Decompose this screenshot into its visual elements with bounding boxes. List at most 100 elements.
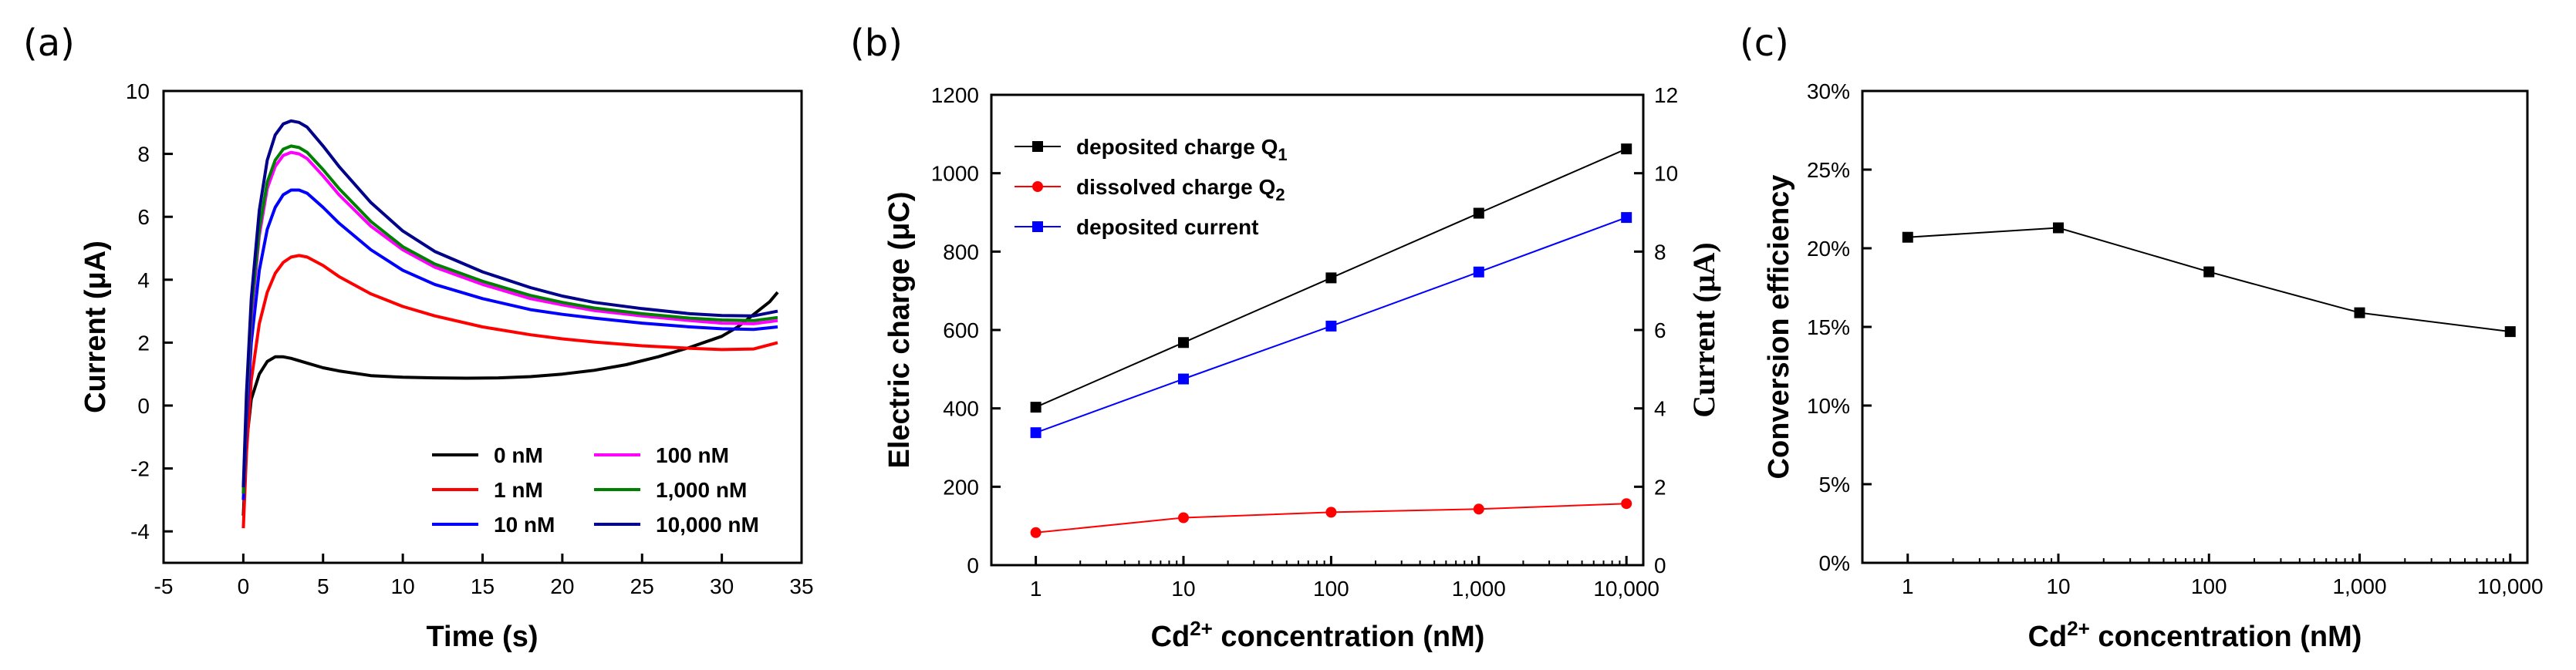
legend-label-b: deposited current (1076, 215, 1258, 239)
y-tick-label-right-b: 0 (1654, 554, 1666, 577)
x-tick-label: 100 (2191, 574, 2227, 598)
legend-label-a: 10,000 nM (656, 513, 759, 537)
y-tick-label-right-b: 10 (1654, 162, 1678, 186)
y-tick-label-c: 30% (1807, 79, 1850, 103)
x-tick-label: 10,000 (1593, 577, 1659, 601)
x-axis-label-a: Time (s) (426, 621, 538, 653)
y-tick-label-c: 25% (1807, 158, 1850, 182)
x-tick-label-a: 0 (238, 574, 250, 598)
data-point-c (2203, 266, 2215, 278)
series-line-a (241, 150, 778, 494)
panel-label-c: (c) (1740, 22, 1789, 65)
y-tick-label-right-b: 8 (1654, 240, 1666, 264)
y-tick-label-c: 10% (1807, 394, 1850, 418)
data-point-b (1030, 527, 1042, 538)
x-tick-label: 10,000 (2477, 574, 2544, 598)
data-point-b (1473, 207, 1484, 219)
chart-b: 1 10 100 1,000 10,00002004006008001000120002… (883, 83, 1721, 653)
data-point-c (2053, 222, 2065, 234)
series-line-c (1907, 227, 2510, 333)
data-point-b (1178, 337, 1190, 348)
y-tick-label-a: 4 (137, 268, 150, 292)
x-tick-label-a: 5 (317, 574, 329, 598)
data-point-b (1621, 498, 1632, 510)
x-tick-label-a: 20 (550, 574, 574, 598)
data-point-b (1325, 320, 1337, 332)
legend-a: 0 nM 100 nM 1 nM 1,000 nM 10 nM 10,000 nM (432, 443, 759, 537)
series-line-a (241, 188, 778, 500)
y-tick-label-c: 0% (1819, 551, 1850, 575)
y-tick-label-right-b: 6 (1654, 318, 1666, 342)
x-tick-label: 1 (1030, 577, 1042, 601)
y-tick-label-a: 8 (137, 143, 150, 167)
y-axis-label-b: Electric charge (μC) (883, 191, 916, 468)
y-tick-label-a: -4 (130, 520, 150, 544)
data-point-b (1325, 272, 1337, 284)
data-point-b (1178, 373, 1190, 385)
plot-frame-b (990, 93, 1645, 567)
y-tick-label-a: 0 (137, 394, 150, 418)
y-tick-label-a: 2 (137, 331, 150, 355)
x-tick-label: 10 (1171, 577, 1195, 601)
legend-label-a: 0 nM (494, 443, 543, 467)
chart-c: 1 10 100 1,000 10,000 0% 5% 10% 15% 20% 25% 30% Cd2… (1763, 79, 2544, 653)
data-point-b (1473, 266, 1484, 278)
series-line-a (241, 254, 778, 529)
data-point-b (1030, 402, 1042, 413)
data-point-c (1902, 231, 1913, 243)
legend-label-a: 10 nM (494, 513, 555, 537)
x-tick-label: 1,000 (2332, 574, 2386, 598)
series-line-a (241, 119, 778, 488)
y-tick-label-b: 1200 (931, 83, 979, 107)
y-axis-label-a: Current (μA) (79, 241, 112, 413)
y-axis-label-c: Conversion efficiency (1763, 175, 1795, 480)
data-point-b (1621, 212, 1632, 224)
x-tick-label-a: 25 (630, 574, 654, 598)
panel-label-a: (a) (23, 22, 75, 65)
y-tick-label-right-b: 12 (1654, 83, 1678, 107)
x-axis-label-c: Cd2+ concentration (nM) (2028, 617, 2362, 653)
y-tick-label-b: 200 (943, 475, 979, 499)
x-tick-label-a: 35 (789, 574, 813, 598)
legend-label-a: 1,000 nM (656, 478, 747, 502)
data-point-b (1621, 143, 1632, 155)
y-tick-label-c: 20% (1807, 237, 1850, 261)
series-line-a (241, 291, 779, 516)
legend-marker-b (1032, 181, 1043, 192)
data-point-b (1178, 512, 1190, 524)
panel-label-b: (b) (850, 22, 903, 65)
x-tick-label: 1 (1902, 574, 1914, 598)
x-tick-label: 1,000 (1452, 577, 1506, 601)
legend-label-b: deposited charge Q1 (1076, 135, 1288, 164)
data-point-b (1325, 507, 1337, 518)
x-tick-label: 100 (1313, 577, 1349, 601)
y-tick-label-c: 5% (1819, 473, 1850, 497)
y-tick-label-b: 400 (943, 397, 979, 421)
x-axis-label-b: Cd2+ concentration (nM) (1151, 617, 1485, 653)
x-tick-label-a: 15 (471, 574, 495, 598)
legend-b: deposited charge Q1 dissolved charge Q2 de… (1015, 135, 1288, 239)
series-line-a (241, 144, 778, 494)
legend-marker-b (1032, 221, 1043, 232)
legend-label-a: 1 nM (494, 478, 543, 502)
chart-a: -5 0 5 10 15 20 25 30 35 -4 -2 0 2 4 6 8 10 Time (s) Cur… (79, 79, 814, 653)
x-tick-label: 10 (2046, 574, 2070, 598)
legend-label-b: dissolved charge Q2 (1076, 175, 1285, 204)
y-tick-label-c: 15% (1807, 315, 1850, 339)
y-tick-label-b: 600 (943, 318, 979, 342)
legend-label-a: 100 nM (656, 443, 729, 467)
y-tick-label-a: -2 (130, 457, 150, 481)
x-tick-label-a: 30 (710, 574, 734, 598)
plot-frame-c (1861, 89, 2529, 564)
data-point-b (1030, 427, 1042, 439)
y-tick-label-b: 1000 (931, 162, 979, 186)
y-tick-label-b: 800 (943, 240, 979, 264)
x-tick-label-a: 10 (391, 574, 415, 598)
y-tick-label-a: 10 (126, 79, 150, 103)
data-point-c (2504, 326, 2516, 338)
data-point-c (2354, 307, 2365, 318)
y-axis-label-right-b: Current (μA) (1686, 242, 1721, 417)
y-tick-label-right-b: 4 (1654, 397, 1666, 421)
data-point-b (1473, 503, 1484, 515)
